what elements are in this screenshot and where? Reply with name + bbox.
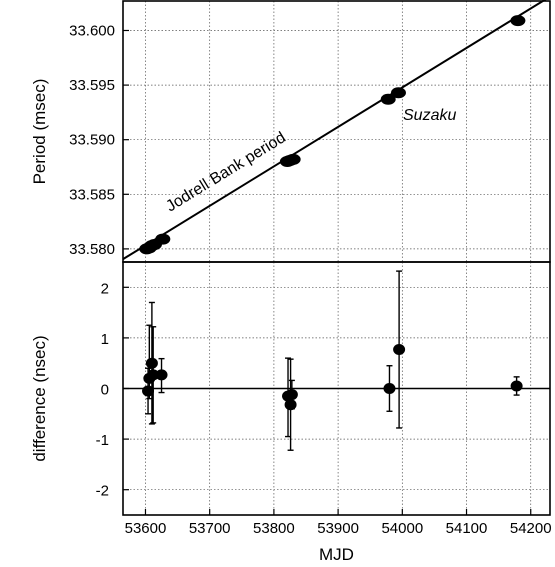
bottom-y-tick-label: 1	[101, 331, 109, 348]
bottom-y-ticks: 2 1 0 -1 -2	[96, 280, 129, 500]
bottom-y-tick-label: -2	[96, 483, 109, 500]
period-point	[390, 87, 406, 99]
difference-point	[393, 344, 406, 356]
x-tick-label: 53700	[189, 520, 231, 537]
bottom-y-tick-label: 2	[101, 280, 109, 297]
period-point	[285, 153, 301, 165]
top-fit-line	[122, 0, 547, 261]
error-bars	[145, 270, 520, 451]
x-tick-label: 54200	[510, 520, 552, 537]
x-tick-label: 53900	[317, 520, 359, 537]
difference-point	[155, 369, 168, 381]
top-y-tick-label: 33.585	[69, 186, 115, 203]
bottom-y-axis-label: difference (nsec)	[30, 335, 49, 461]
x-tick-label: 54100	[446, 520, 488, 537]
top-points	[139, 15, 526, 255]
jodrell-bank-annotation: Jodrell Bank period	[163, 129, 289, 215]
bottom-y-tick-label: 0	[101, 382, 109, 399]
top-panel: 33.580 33.585 33.590 33.595 33.600 Jodrell B…	[30, 0, 551, 263]
period-point	[380, 93, 396, 105]
top-y-ticks: 33.580 33.585 33.590 33.595 33.600	[69, 22, 129, 258]
top-y-tick-label: 33.590	[69, 132, 115, 149]
x-tick-label: 53800	[253, 520, 295, 537]
x-tick-label: 54000	[381, 520, 423, 537]
x-ticks: 53600 53700 53800 53900 54000 54100 54200	[125, 509, 552, 537]
difference-point	[142, 385, 155, 397]
period-point	[155, 233, 171, 245]
suzaku-annotation: Suzaku	[403, 107, 456, 124]
top-y-tick-label: 33.580	[69, 241, 115, 258]
top-y-tick-label: 33.595	[69, 77, 115, 94]
period-point	[510, 15, 526, 27]
bottom-y-tick-label: -1	[96, 432, 109, 449]
top-y-tick-label: 33.600	[69, 22, 115, 39]
jodrell-bank-period-line	[122, 0, 547, 261]
difference-point	[510, 380, 523, 392]
bottom-panel: 2 1 0 -1 -2 53600 53700 53800 53900 54000 54100 54…	[30, 261, 552, 564]
difference-point	[147, 369, 160, 381]
difference-point	[145, 357, 158, 369]
top-grid	[123, 1, 550, 262]
top-y-axis-label: Period (msec)	[30, 79, 49, 185]
top-panel-frame	[122, 0, 551, 263]
x-tick-label: 53600	[125, 520, 167, 537]
difference-point	[284, 399, 297, 411]
difference-point	[383, 383, 396, 394]
bottom-points	[142, 344, 523, 411]
x-axis-label: MJD	[319, 545, 354, 564]
difference-point	[285, 389, 298, 401]
